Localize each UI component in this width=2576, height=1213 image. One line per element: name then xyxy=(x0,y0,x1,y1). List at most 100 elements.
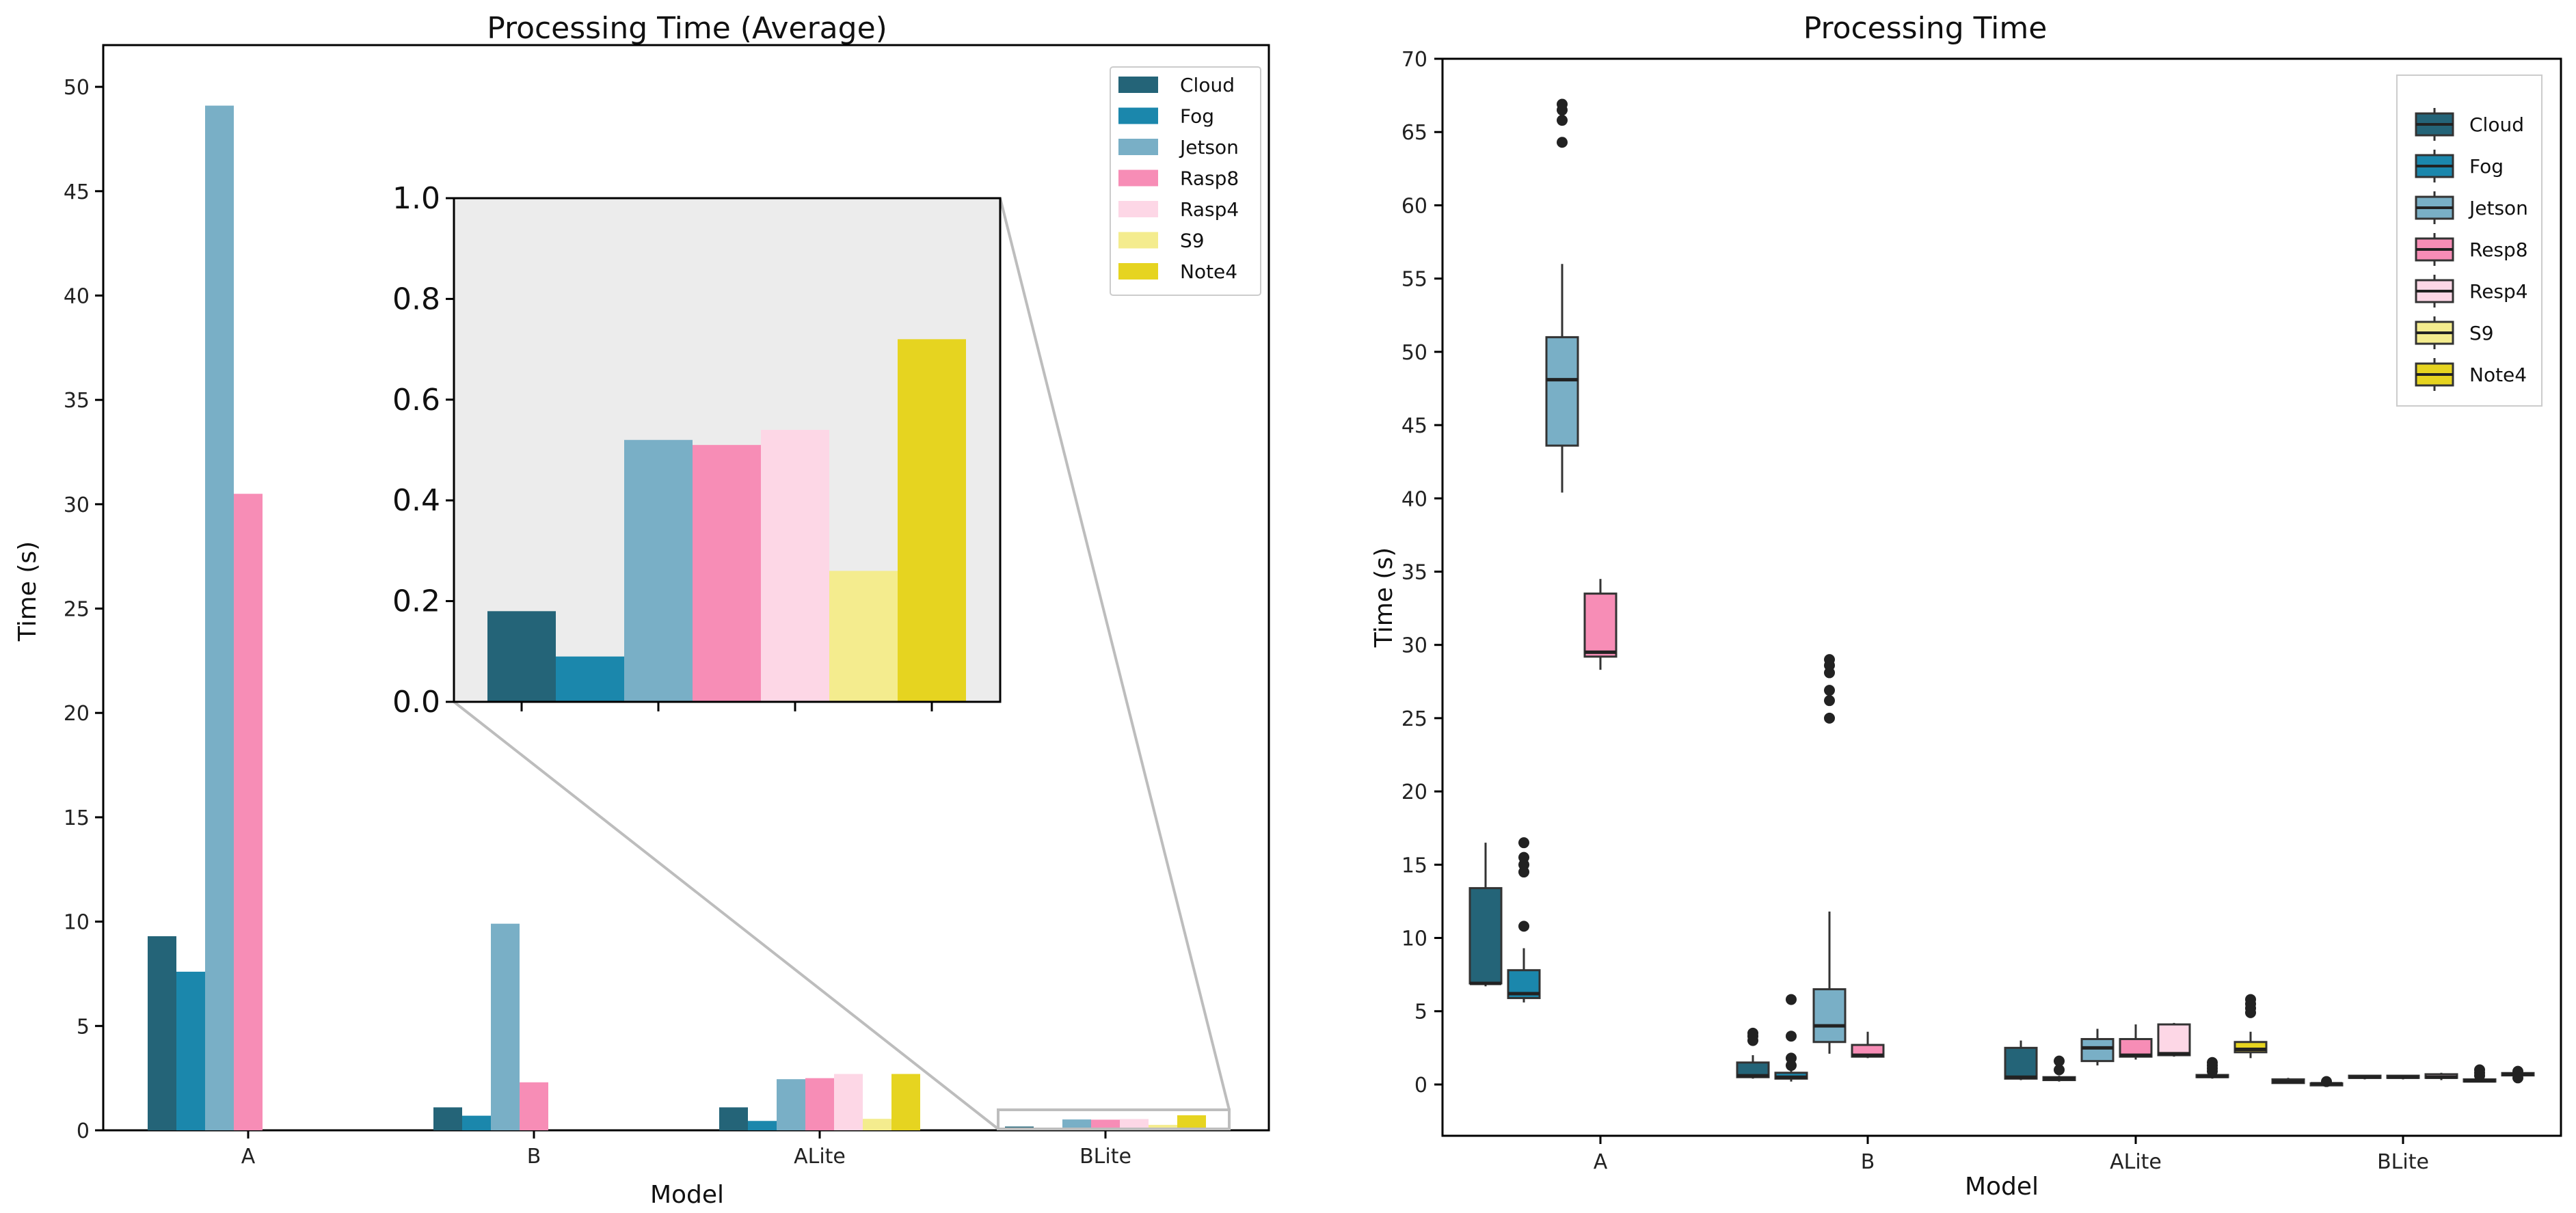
legend-swatch-cloud xyxy=(1118,77,1158,93)
legend-swatch-fog xyxy=(1118,107,1158,124)
legend-label-s9: S9 xyxy=(1180,230,1205,252)
y-tick-label: 15 xyxy=(1401,854,1427,877)
legend-label-cloud: Cloud xyxy=(2469,113,2524,136)
outlier-cloud-b xyxy=(1747,1027,1758,1039)
inset-zoom-chart: 0.0 0.2 0.4 0.6 0.8 1.0 xyxy=(392,181,1002,720)
y-tick-label: 25 xyxy=(64,598,90,622)
outlier-jetson-a xyxy=(1557,115,1568,126)
box-cloud-alite xyxy=(2004,1046,2038,1080)
bar-fog-a xyxy=(176,971,205,1130)
y-tick-label: 60 xyxy=(1401,194,1427,218)
outlier-fog-alite xyxy=(2054,1064,2065,1076)
y-tick-label: 35 xyxy=(1401,560,1427,584)
y-tick-label: 50 xyxy=(1401,341,1427,365)
x-tick-label: A xyxy=(241,1145,256,1169)
legend-swatch-rasp8 xyxy=(1118,169,1158,187)
y-tick-label: 45 xyxy=(1401,414,1427,438)
y-tick-label: 0 xyxy=(77,1119,90,1143)
legend-label-resp8: Resp8 xyxy=(2469,238,2528,261)
legend-swatch-rasp4 xyxy=(1118,201,1158,217)
bar-chart-x-label: Model xyxy=(650,1181,724,1209)
bar-rasp4-alite xyxy=(834,1074,863,1130)
outlier-fog-alite xyxy=(2054,1055,2065,1067)
inset-y-tick-label: 0.6 xyxy=(392,383,440,418)
legend-label-note4: Note4 xyxy=(1180,260,1237,283)
legend-swatch-note4 xyxy=(1118,263,1158,280)
zoom-connector-right xyxy=(999,197,1231,1110)
bar-chart: Processing Time (Average) 0 5 10 15 20 25 30 35… xyxy=(14,11,1270,1209)
y-tick-label: 10 xyxy=(1401,927,1427,951)
box-plot-title: Processing Time xyxy=(1803,11,2048,46)
outlier-fog-a xyxy=(1518,837,1529,849)
outlier-jetson-b xyxy=(1824,712,1835,724)
bar-fog-alite xyxy=(748,1121,777,1130)
inset-y-tick-label: 0.8 xyxy=(392,282,440,316)
box-jetson-alite xyxy=(2080,1037,2115,1063)
outlier-note4-blite xyxy=(2512,1065,2523,1077)
bar-note4-alite xyxy=(891,1074,920,1130)
y-tick-label: 35 xyxy=(64,389,90,413)
legend-label-resp4: Resp4 xyxy=(2469,280,2528,303)
y-tick-label: 0 xyxy=(1414,1074,1427,1098)
x-tick-label: B xyxy=(1861,1150,1875,1174)
outlier-fog-blite xyxy=(2321,1076,2332,1087)
legend-swatch-s9 xyxy=(1118,232,1158,249)
inset-y-tick-label: 0.0 xyxy=(392,685,440,720)
legend-label-jetson: Jetson xyxy=(2468,197,2528,219)
x-tick-label: B xyxy=(527,1145,541,1169)
bar-jetson-a xyxy=(205,105,234,1131)
inset-frame xyxy=(453,197,1002,703)
box-plot-y-label: Time (s) xyxy=(1370,547,1398,648)
outlier-fog-b xyxy=(1786,1031,1797,1042)
x-tick-label: A xyxy=(1594,1150,1608,1174)
box-plot-legend: Cloud Fog Jetson Resp8 Resp4 S9 Note4 xyxy=(2396,74,2543,407)
y-tick-label: 30 xyxy=(1401,634,1427,658)
x-tick-label: BLite xyxy=(1079,1145,1131,1169)
y-tick-label: 20 xyxy=(1401,780,1427,804)
x-tick-label: ALite xyxy=(2110,1150,2162,1174)
inset-bar-jetson xyxy=(624,439,693,702)
bar-rasp8-a xyxy=(234,493,263,1130)
bar-rasp4-blite xyxy=(1120,1119,1149,1130)
y-tick-label: 5 xyxy=(1414,1000,1427,1024)
y-tick-label: 25 xyxy=(1401,707,1427,731)
outlier-jetson-a xyxy=(1557,137,1568,148)
bar-cloud-b xyxy=(433,1107,462,1130)
inset-y-tick-label: 0.2 xyxy=(392,584,440,619)
zoom-region-box xyxy=(997,1108,1231,1130)
y-tick-label: 70 xyxy=(1401,48,1427,72)
y-tick-label: 20 xyxy=(64,702,90,726)
box-cloud-a xyxy=(1468,887,1503,985)
bar-rasp8-b xyxy=(520,1082,548,1130)
outlier-fog-a xyxy=(1518,921,1529,932)
inset-y-tick-label: 1.0 xyxy=(392,181,440,216)
legend-label-fog: Fog xyxy=(2469,155,2504,178)
bar-chart-legend: Cloud Fog Jetson Rasp8 Rasp4 S9 Note4 xyxy=(1110,66,1261,296)
zoom-connector-left xyxy=(453,700,999,1130)
outlier-fog-a xyxy=(1518,851,1529,863)
inset-y-tick-label: 0.4 xyxy=(392,483,440,518)
y-tick-label: 15 xyxy=(64,806,90,830)
inset-bar-fog xyxy=(556,656,624,702)
x-tick-label: BLite xyxy=(2377,1150,2429,1174)
y-tick-label: 5 xyxy=(77,1015,90,1039)
y-tick-label: 65 xyxy=(1401,121,1427,145)
outlier-jetson-b xyxy=(1824,654,1835,666)
bar-chart-y-label: Time (s) xyxy=(14,541,42,642)
bar-note4-blite xyxy=(1177,1115,1206,1130)
y-tick-label: 55 xyxy=(1401,268,1427,292)
legend-label-note4: Note4 xyxy=(2469,364,2527,386)
bar-chart-title: Processing Time (Average) xyxy=(487,11,887,46)
inset-bar-s9 xyxy=(829,571,898,702)
x-tick-label: ALite xyxy=(794,1145,846,1169)
outlier-jetson-b xyxy=(1824,685,1835,696)
outlier-jetson-a xyxy=(1557,98,1568,110)
bar-chart-frame xyxy=(102,44,1270,1132)
legend-label-fog: Fog xyxy=(1180,105,1214,128)
bar-jetson-alite xyxy=(777,1079,805,1130)
box-plot-x-label: Model xyxy=(1965,1173,2039,1201)
y-tick-label: 45 xyxy=(64,180,90,204)
legend-label-cloud: Cloud xyxy=(1180,74,1235,96)
box-plot: Processing Time 0 5 10 15 20 25 30 35 40 45 50 55 60… xyxy=(1370,11,2562,1201)
